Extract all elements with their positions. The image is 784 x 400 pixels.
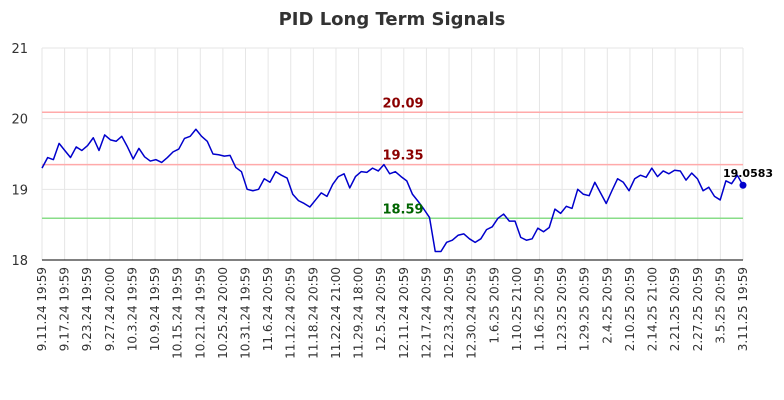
series-layer xyxy=(41,128,747,253)
x-tick-label: 10.21.24 19:59 xyxy=(193,267,207,359)
x-tick-label: 10.15.24 19:59 xyxy=(171,267,185,359)
x-tick-label: 2.10.25 20:59 xyxy=(623,267,637,351)
x-tick-label: 2.21.25 20:59 xyxy=(668,267,682,351)
x-tick-label: 11.29.24 18:00 xyxy=(352,267,366,359)
x-tick-label: 9.23.24 19:59 xyxy=(80,267,94,351)
last-point-marker xyxy=(739,181,747,189)
x-tick-label: 11.12.24 20:59 xyxy=(284,267,298,359)
x-tick-label: 10.25.24 20:00 xyxy=(216,267,230,359)
y-tick-label: 20 xyxy=(11,113,28,128)
price-line xyxy=(41,128,744,253)
last-value-label: 19.0583 xyxy=(723,167,773,180)
signal-label: 20.09 xyxy=(382,96,423,111)
x-tick-label: 1.23.25 20:59 xyxy=(555,267,569,351)
x-tick-label: 2.4.25 20:59 xyxy=(600,267,614,344)
x-tick-label: 11.22.24 21:00 xyxy=(329,267,343,359)
x-tick-label: 2.14.25 21:00 xyxy=(646,267,660,351)
x-tick-label: 9.27.24 20:00 xyxy=(103,267,117,351)
x-tick-label: 12.11.24 20:59 xyxy=(397,267,411,359)
signal-label: 18.59 xyxy=(382,202,423,217)
x-tick-label: 9.17.24 19:59 xyxy=(58,267,72,351)
x-tick-label: 1.16.25 20:59 xyxy=(532,267,546,351)
x-grid xyxy=(41,48,744,260)
chart-title: PID Long Term Signals xyxy=(279,9,506,30)
signal-lines xyxy=(42,111,743,220)
x-tick-label: 11.18.24 20:59 xyxy=(306,267,320,359)
x-tick-label: 1.29.25 20:59 xyxy=(578,267,592,351)
x-tick-label: 1.6.25 20:59 xyxy=(487,267,501,344)
x-tick-label: 1.10.25 21:00 xyxy=(510,267,524,351)
x-tick-label: 12.23.24 20:59 xyxy=(442,267,456,359)
x-tick-label: 12.5.24 20:59 xyxy=(374,267,388,351)
x-tick-labels: 9.11.24 19:59 9.17.24 19:59 9.23.24 19:59 9… xyxy=(35,267,750,359)
x-tick-label: 3.11.25 19:59 xyxy=(736,267,750,351)
x-tick-label: 10.3.24 19:59 xyxy=(125,267,139,351)
x-tick-label: 12.17.24 20:59 xyxy=(419,267,433,359)
x-tick-label: 3.5.25 20:59 xyxy=(713,267,727,344)
x-tick-label: 10.31.24 19:59 xyxy=(239,267,253,359)
annotations: 20.09 19.35 18.59 19.0583 xyxy=(382,96,773,217)
x-tick-label: 11.6.24 20:59 xyxy=(261,267,275,351)
x-tick-label: 12.30.24 20:59 xyxy=(465,267,479,359)
x-tick-label: 9.11.24 19:59 xyxy=(35,267,49,351)
y-tick-label: 19 xyxy=(11,183,28,198)
y-tick-label: 18 xyxy=(11,254,28,269)
x-tick-label: 2.27.25 20:59 xyxy=(691,267,705,351)
x-tick-label: 10.9.24 19:59 xyxy=(148,267,162,351)
signal-label: 19.35 xyxy=(382,149,423,164)
y-tick-labels: 18 19 20 21 xyxy=(11,42,28,269)
y-tick-label: 21 xyxy=(11,42,28,57)
